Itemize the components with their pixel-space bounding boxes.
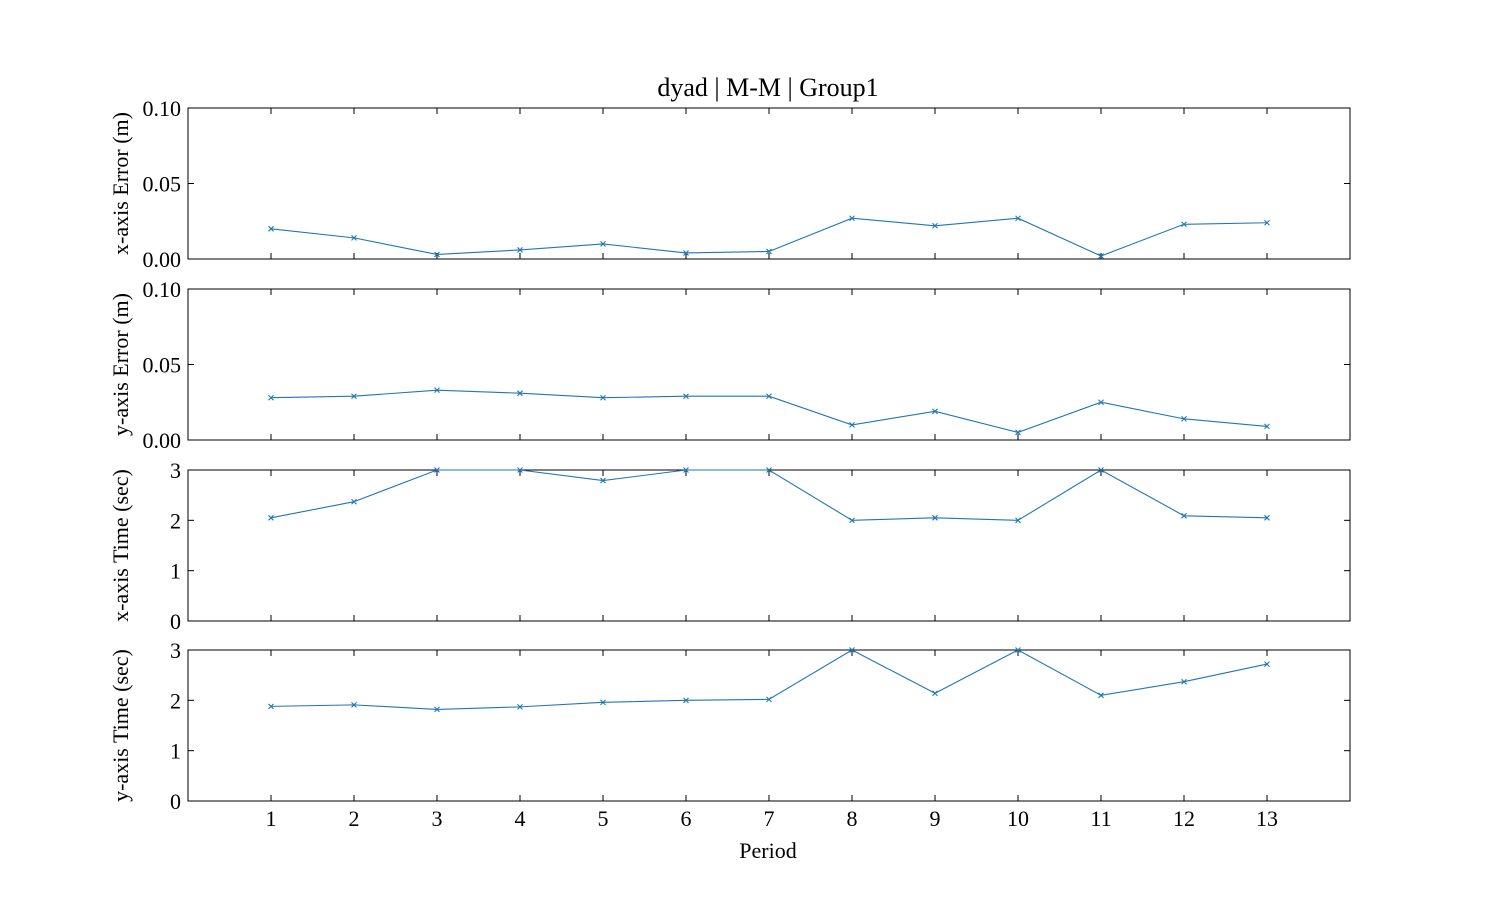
y-axis-label: y-axis Error (m) xyxy=(108,293,133,436)
subplot-3: 0 1 2 3 x-axis Time (sec) xyxy=(108,458,1351,634)
data-point xyxy=(1098,399,1104,406)
series-line xyxy=(270,469,1268,521)
data-point xyxy=(517,390,523,397)
y-tick-label: 1 xyxy=(170,739,181,764)
data-point xyxy=(1015,429,1021,436)
x-tick-label: 4 xyxy=(515,806,526,831)
data-point xyxy=(434,467,440,473)
y-axis-label: x-axis Error (m) xyxy=(108,112,133,255)
data-point xyxy=(1181,678,1187,685)
data-point xyxy=(600,699,606,706)
x-tick-label: 5 xyxy=(598,806,609,831)
y-tick-label: 0.10 xyxy=(143,96,182,121)
y-axis-label: x-axis Time (sec) xyxy=(108,469,133,622)
x-tick-label: 10 xyxy=(1007,806,1029,831)
data-point xyxy=(1015,647,1021,653)
data-point xyxy=(1181,415,1187,422)
data-point xyxy=(1181,512,1187,519)
plot-frame xyxy=(187,107,1351,260)
y-tick-label: 1 xyxy=(170,559,181,584)
data-point xyxy=(849,215,855,222)
data-point xyxy=(1264,514,1270,521)
series-line xyxy=(270,217,1268,257)
data-point xyxy=(766,467,772,473)
data-point xyxy=(434,706,440,713)
data-point xyxy=(683,697,689,704)
data-point xyxy=(932,514,938,521)
data-point xyxy=(517,703,523,710)
data-point xyxy=(1181,221,1187,228)
y-tick-label: 0.00 xyxy=(143,428,182,453)
y-tick-label: 0.05 xyxy=(143,172,182,197)
x-tick-label: 9 xyxy=(930,806,941,831)
data-point xyxy=(683,467,689,473)
data-point xyxy=(849,647,855,653)
y-tick-label: 0.10 xyxy=(143,277,182,302)
data-point xyxy=(1264,661,1270,667)
data-point xyxy=(600,394,606,401)
data-point xyxy=(932,222,938,229)
y-tick-label: 0 xyxy=(170,609,181,634)
data-point xyxy=(600,241,606,247)
data-point xyxy=(517,247,523,253)
data-point xyxy=(766,393,772,400)
plot-frame xyxy=(187,469,1351,622)
x-tick-label: 3 xyxy=(432,806,443,831)
data-point xyxy=(932,408,938,415)
x-tick-label: 1 xyxy=(266,806,277,831)
data-point xyxy=(849,517,855,524)
data-point xyxy=(351,234,357,241)
data-point xyxy=(517,467,523,473)
data-point xyxy=(434,251,440,258)
data-point xyxy=(932,690,938,697)
chart-title: dyad | M-M | Group1 xyxy=(657,73,878,102)
data-point xyxy=(351,393,357,400)
data-point xyxy=(351,498,357,505)
data-point xyxy=(268,514,274,521)
x-tick-label: 8 xyxy=(847,806,858,831)
data-point xyxy=(1264,423,1270,430)
subplot-1: 0.00 0.05 0.10 x-axis Error (m) xyxy=(108,96,1351,272)
data-point xyxy=(268,703,274,710)
x-tick-label: 7 xyxy=(764,806,775,831)
data-point xyxy=(683,393,689,400)
subplot-2: 0.00 0.05 0.10 y-axis Error (m) xyxy=(108,277,1351,453)
y-tick-label: 2 xyxy=(170,508,181,533)
data-point xyxy=(683,250,689,256)
y-tick-label: 0.05 xyxy=(143,353,182,378)
x-tick-label: 13 xyxy=(1256,806,1278,831)
data-point xyxy=(1015,215,1021,222)
data-point xyxy=(268,394,274,401)
data-point xyxy=(1098,253,1104,259)
plot-frame xyxy=(187,649,1351,802)
subplot-panels: 0.00 0.05 0.10 x-axis Error (m) 0.00 0.05 0.10… xyxy=(108,96,1351,831)
data-point xyxy=(849,422,855,428)
data-point xyxy=(1015,517,1021,524)
data-point xyxy=(766,248,772,255)
data-point xyxy=(268,225,274,232)
y-tick-label: 0.00 xyxy=(143,247,182,272)
y-tick-label: 0 xyxy=(170,789,181,814)
y-tick-label: 3 xyxy=(170,458,181,483)
data-point xyxy=(1098,467,1104,473)
y-axis-label: y-axis Time (sec) xyxy=(108,649,133,802)
data-point xyxy=(351,701,357,708)
x-axis-label: Period xyxy=(739,838,796,863)
data-point xyxy=(1264,219,1270,226)
data-point xyxy=(600,477,606,484)
y-tick-label: 3 xyxy=(170,638,181,663)
x-tick-label: 6 xyxy=(681,806,692,831)
x-tick-label: 11 xyxy=(1090,806,1111,831)
x-tick-label: 2 xyxy=(349,806,360,831)
data-point xyxy=(766,696,772,703)
x-tick-label: 12 xyxy=(1173,806,1195,831)
data-point xyxy=(434,387,440,394)
series-line xyxy=(270,649,1268,710)
data-point xyxy=(1098,692,1104,699)
y-tick-label: 2 xyxy=(170,688,181,713)
